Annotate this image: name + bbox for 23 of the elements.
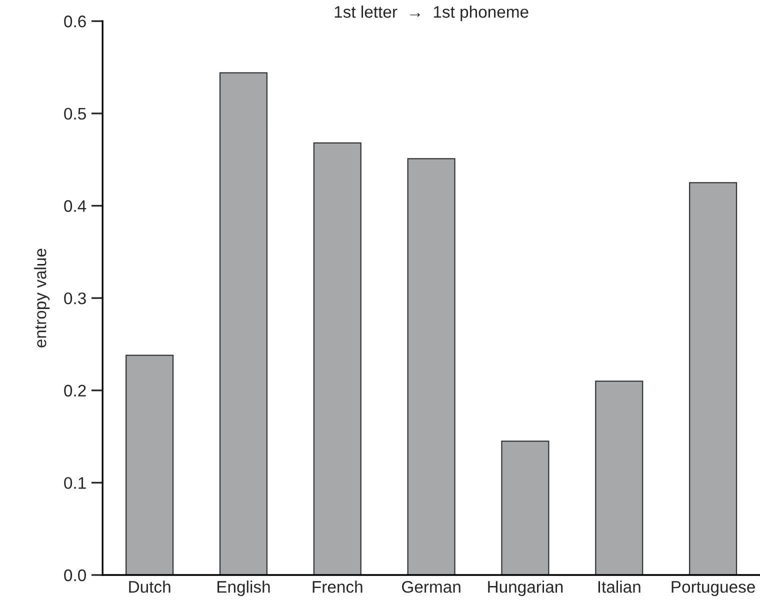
- x-tick-label: German: [402, 581, 460, 593]
- x-tick-label: Hungarian: [488, 580, 563, 596]
- bar: [219, 72, 268, 576]
- y-tick-label: 0.6: [64, 16, 86, 28]
- bar: [126, 354, 174, 576]
- chart-title: 1st letter → 1st phoneme: [334, 6, 528, 22]
- y-tick-label: 0.0: [64, 569, 86, 582]
- y-tick-label: 0.4: [64, 200, 86, 212]
- x-tick-label: Portuguese: [672, 581, 755, 596]
- bar: [407, 158, 456, 576]
- y-tick-label: 0.5: [64, 108, 86, 120]
- y-tick-label: 0.1: [64, 477, 86, 489]
- x-tick-label: French: [312, 580, 362, 593]
- x-tick-label: Dutch: [129, 580, 170, 593]
- bar: [313, 142, 362, 576]
- x-tick-label: English: [218, 580, 270, 596]
- y-tick-label: 0.3: [64, 292, 86, 304]
- y-tick-label: 0.2: [64, 384, 86, 397]
- bar: [501, 440, 550, 576]
- x-tick-label: Italian: [598, 580, 640, 593]
- bar: [595, 380, 644, 576]
- bar: [689, 182, 738, 576]
- y-axis-title: entropy value: [34, 248, 50, 348]
